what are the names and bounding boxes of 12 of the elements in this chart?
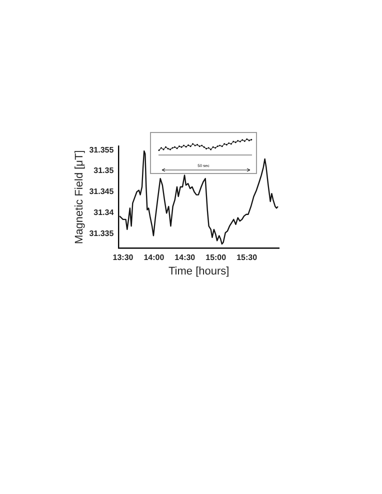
x-tick-label: 15:30 [236,253,258,262]
y-tick-label: 31.355 [89,145,114,154]
y-axis-title: Magnetic Field [μT] [74,150,86,244]
y-tick-label: 31.335 [89,228,114,238]
y-tick-label: 31.345 [89,187,114,196]
x-tick-label: 14:00 [144,253,165,262]
x-tick-label: 15:00 [206,253,227,262]
y-tick-label: 31.34 [94,208,114,217]
x-axis-title: Time [hours] [168,265,230,278]
x-tick-label: 14:30 [174,253,196,262]
x-tick-label: 13:30 [112,253,134,262]
y-tick-label: 31.35 [94,166,114,176]
